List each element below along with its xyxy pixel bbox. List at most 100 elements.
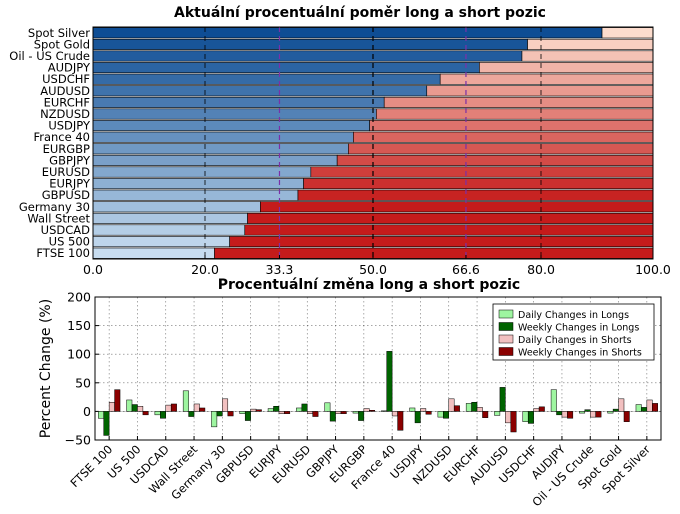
long-bar — [92, 178, 304, 190]
legend-swatch — [498, 322, 514, 331]
short-bar — [521, 50, 654, 62]
chart1-frame — [92, 26, 654, 260]
change-bar — [641, 407, 648, 412]
change-bar — [561, 411, 568, 418]
long-bar — [92, 224, 246, 236]
long-bar — [92, 143, 349, 155]
x-tick-label: 0.0 — [83, 262, 103, 277]
category-label: EURJPY — [49, 177, 91, 191]
change-bar — [154, 411, 161, 416]
change-bar — [414, 411, 421, 424]
category-label: NZDUSD — [40, 107, 90, 121]
change-bar — [216, 411, 223, 417]
long-bar — [92, 247, 215, 259]
change-bar — [255, 409, 262, 412]
x-tick-label: 80.0 — [527, 262, 555, 277]
y-tick-label: 150 — [67, 318, 91, 333]
change-bar — [409, 407, 416, 412]
change-bar — [103, 411, 110, 436]
change-bar — [273, 406, 280, 412]
category-label: USDCHF — [42, 72, 90, 86]
change-bar — [352, 411, 359, 414]
chart2-title: Procentuální změna long a short pozic — [218, 277, 520, 293]
short-bar — [376, 108, 654, 120]
change-bar — [533, 408, 540, 412]
long-bar — [92, 62, 480, 74]
category-label: EURGBP — [43, 142, 90, 156]
change-bar — [584, 409, 591, 412]
change-bar — [222, 398, 229, 412]
change-bar — [284, 411, 291, 414]
category-label: Spot Gold — [34, 37, 90, 51]
change-bar — [505, 411, 512, 424]
short-bar — [383, 96, 654, 108]
change-bar — [550, 389, 557, 412]
change-bar — [335, 411, 342, 414]
category-label: Wall Street — [27, 211, 90, 225]
legend-label: Weekly Changes in Longs — [518, 323, 639, 334]
change-bar — [329, 411, 336, 422]
long-bar — [92, 236, 230, 248]
change-bar — [193, 403, 200, 412]
long-bar — [92, 201, 261, 213]
change-bar — [165, 404, 172, 412]
category-label: Oil - US Crude — [9, 49, 90, 63]
y-tick-label: 100 — [67, 347, 91, 362]
short-bar — [527, 38, 654, 50]
category-label: Germany 30 — [19, 200, 90, 214]
long-bar — [92, 73, 441, 85]
change-bar — [296, 407, 303, 412]
change-bar — [98, 411, 104, 419]
y-axis-label: Percent Change (%) — [38, 299, 54, 438]
change-bar — [623, 411, 630, 422]
change-bar — [612, 408, 619, 412]
short-bar — [303, 178, 654, 190]
y-tick-label: 50 — [75, 375, 91, 390]
change-bar — [635, 404, 642, 412]
short-bar — [439, 73, 654, 85]
change-bar — [567, 411, 574, 419]
short-bar — [336, 154, 654, 166]
chart1-title: Aktuální procentuální poměr long a short… — [174, 5, 546, 21]
change-bar — [301, 403, 308, 412]
legend-swatch — [498, 334, 514, 344]
x-tick-label: 100.0 — [635, 262, 671, 277]
change-bar — [494, 411, 501, 416]
change-bar — [397, 411, 404, 431]
short-bar — [601, 27, 654, 39]
x-tick-label: 20.0 — [191, 262, 219, 277]
change-bar — [307, 411, 313, 414]
long-bar — [92, 50, 523, 62]
short-bar — [260, 201, 654, 213]
change-bar — [499, 387, 506, 412]
long-bar — [92, 212, 248, 224]
short-bar — [247, 212, 654, 224]
change-bar — [618, 398, 625, 412]
change-bar — [510, 411, 517, 433]
short-bar — [214, 247, 654, 259]
category-label: GBPUSD — [42, 188, 90, 202]
change-bar — [453, 405, 460, 412]
change-bar — [522, 411, 529, 422]
short-bar — [348, 143, 654, 155]
x-tick-label: 50.0 — [359, 262, 387, 277]
change-bar — [182, 390, 189, 412]
change-bar — [437, 411, 444, 418]
change-bar — [607, 411, 614, 414]
change-bar — [420, 408, 427, 412]
change-bar — [170, 403, 177, 412]
change-bar — [590, 411, 596, 418]
category-label: AUDJPY — [48, 61, 91, 75]
change-bar — [227, 411, 234, 417]
change-bar — [363, 408, 370, 412]
change-bar — [108, 401, 115, 412]
change-bar — [340, 411, 347, 414]
short-bar — [353, 131, 654, 143]
legend-label: Daily Changes in Shorts — [518, 335, 632, 346]
category-label: US 500 — [49, 235, 90, 249]
category-label: USDCAD — [41, 223, 90, 237]
category-label: GBPJPY — [49, 153, 91, 167]
change-bar — [160, 411, 167, 419]
category-label: USDJPY — [48, 119, 91, 133]
